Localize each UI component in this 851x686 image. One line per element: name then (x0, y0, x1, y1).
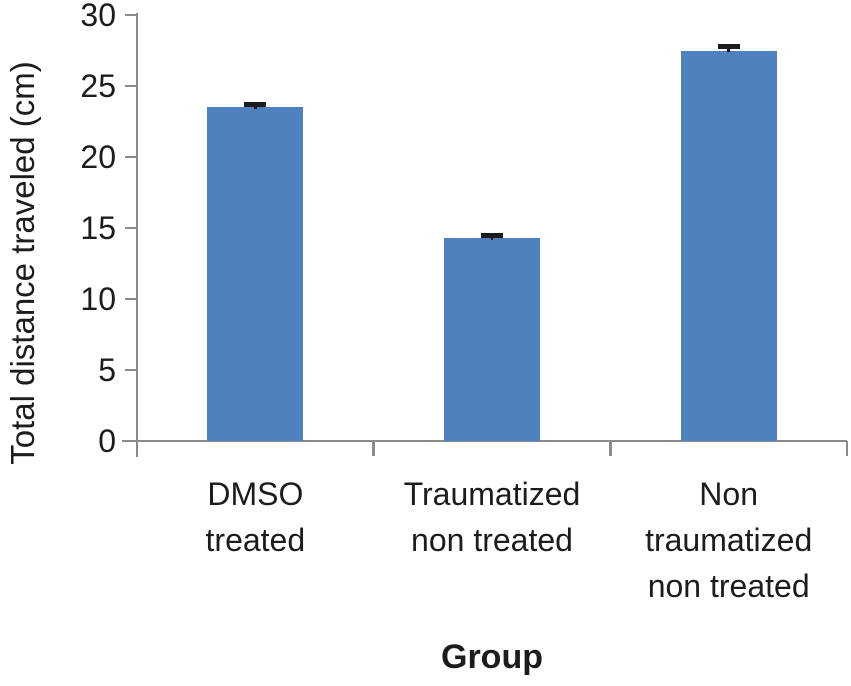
x-category-label: Traumatized non treated (403, 476, 581, 558)
y-tick-label: 25 (80, 68, 116, 104)
y-tick-label: 30 (80, 0, 116, 33)
y-tick-label: 15 (80, 210, 116, 246)
error-bar-cap (244, 101, 267, 107)
x-category-label: DMSO treated (205, 476, 306, 558)
y-tick-mark (125, 368, 137, 372)
bar-1 (207, 107, 304, 441)
y-tick-mark (125, 155, 137, 159)
bar-2 (444, 237, 540, 441)
x-category-label: Non traumatized non treated (645, 476, 813, 604)
y-axis-line (135, 13, 139, 457)
x-tick-mark (609, 441, 612, 456)
y-tick-label: 5 (98, 352, 116, 388)
y-tick-mark (125, 297, 137, 301)
y-tick-mark (125, 226, 137, 230)
bar-3 (680, 50, 777, 441)
error-bar-cap (717, 44, 740, 50)
y-tick-mark (125, 84, 137, 88)
x-axis-title: Group (441, 638, 543, 676)
y-tick-label: 20 (80, 139, 116, 175)
y-tick-label: 0 (98, 423, 116, 459)
error-bar-whisker (727, 46, 730, 53)
error-bar-cap (481, 233, 503, 239)
x-tick-mark (845, 441, 849, 456)
y-tick-mark (125, 13, 137, 17)
x-tick-mark (372, 441, 375, 456)
y-tick-label: 10 (80, 281, 116, 317)
